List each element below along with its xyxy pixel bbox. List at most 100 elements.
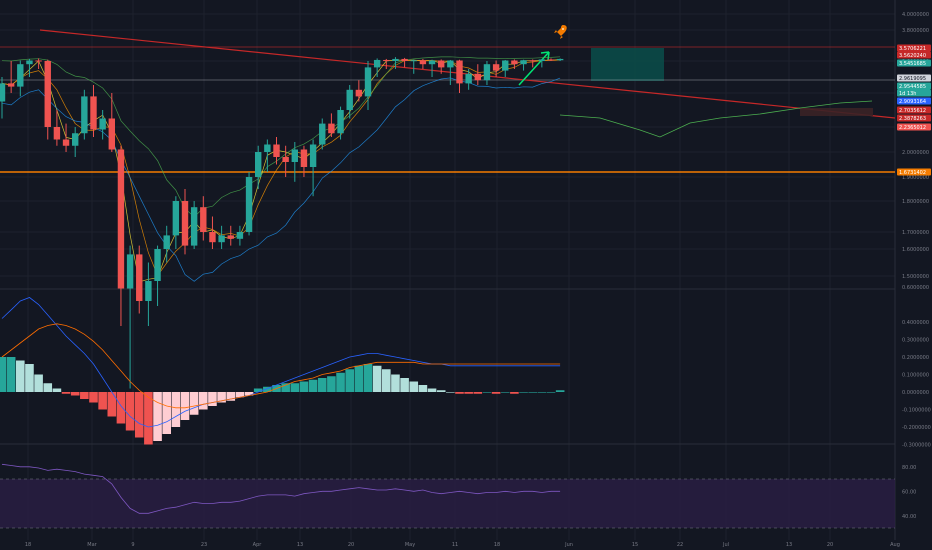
macd-histogram-bar: [153, 392, 162, 441]
candle-body: [392, 58, 399, 61]
macd-histogram-bar: [180, 392, 190, 420]
candle-body: [126, 254, 134, 289]
candle-body: [227, 235, 234, 239]
candle-body: [328, 123, 335, 134]
price-tag: [897, 51, 931, 59]
price-tag: [897, 123, 931, 131]
candle-body: [319, 123, 326, 145]
candle-body: [419, 60, 427, 65]
signal-line: [1, 323, 561, 409]
candle-body: [90, 96, 97, 130]
candle-body: [145, 281, 152, 301]
macd-histogram-bar: [116, 392, 126, 424]
candle-body: [81, 96, 88, 134]
time-tick-label: 22: [677, 542, 683, 548]
time-tick-label: 20: [827, 542, 833, 548]
price-tick-label: 4.0000000: [902, 12, 929, 18]
price-tag-label: 3.5706221: [899, 46, 926, 52]
time-tick-label: Mar: [87, 542, 97, 548]
macd-histogram-bar: [70, 392, 80, 396]
time-tick-label: 13: [297, 542, 303, 548]
time-tick-label: May: [405, 542, 415, 548]
macd-tick-label: 0.0000000: [902, 390, 929, 396]
candle-body: [181, 201, 189, 246]
price-tag: [897, 114, 931, 122]
candle-body: [291, 149, 298, 162]
time-tick-label: 15: [632, 542, 638, 548]
candle-body: [255, 152, 262, 177]
macd-histogram-bar: [125, 392, 135, 431]
price-tag-label: 2.7035612: [899, 108, 926, 114]
candle-body: [547, 59, 555, 61]
macd-tick-label: -0.3000000: [902, 443, 931, 449]
candle-body: [264, 144, 271, 152]
macd-histogram-bar: [336, 372, 345, 392]
price-tag-label: 2.3878263: [899, 116, 926, 122]
price-tick-label: 1.7000000: [902, 230, 929, 236]
breakout-arrow-head: [540, 51, 550, 61]
macd-histogram-bar: [537, 392, 547, 393]
ma-upper-band-line: [1, 56, 561, 218]
candle-body: [355, 89, 363, 97]
candle-body: [26, 60, 33, 65]
candle-body: [556, 58, 564, 61]
cloud-projection-line: [559, 100, 873, 138]
macd-histogram-bar: [16, 360, 25, 392]
macd-histogram-bar: [491, 392, 501, 394]
macd-histogram-bar: [52, 388, 62, 392]
price-tag-label: 1.6731402: [899, 170, 926, 176]
candle-body: [346, 89, 353, 110]
macd-histogram-bar: [25, 364, 34, 392]
candle-body: [172, 201, 180, 236]
candle-body: [163, 235, 170, 249]
time-tick-label: 18: [494, 542, 500, 548]
rsi-panel: [0, 463, 895, 529]
price-tag-label: 2.2365012: [899, 125, 926, 131]
candle-body: [520, 60, 527, 65]
macd-histogram-bar: [427, 388, 437, 392]
cloud-zone: [800, 108, 873, 116]
macd-histogram-bar: [89, 392, 98, 403]
macd-histogram-bar: [372, 365, 382, 392]
macd-histogram-bar: [473, 392, 483, 394]
macd-histogram-bar: [134, 392, 144, 438]
macd-tick-label: 0.6000000: [902, 285, 929, 291]
macd-histogram-bar: [546, 392, 556, 393]
macd-histogram-bar: [199, 392, 208, 410]
time-tick-label: 18: [25, 542, 31, 548]
macd-histogram-bar: [354, 365, 364, 392]
candle-body: [117, 149, 125, 289]
grid: [0, 0, 896, 540]
macd-histogram-bar: [80, 392, 89, 399]
price-tag-label: 2.9619095: [899, 76, 926, 82]
candle-body: [465, 73, 472, 84]
macd-histogram-bar: [281, 383, 290, 392]
candle-body: [428, 60, 436, 65]
time-tick-label: Jul: [722, 542, 729, 548]
macd-tick-label: -0.1000000: [902, 408, 931, 414]
candle-body: [447, 60, 454, 68]
candles: [0, 57, 564, 389]
macd-histogram-bar: [436, 390, 446, 392]
candle-body: [474, 73, 481, 81]
candle-body: [483, 64, 491, 81]
macd-panel: [0, 297, 565, 445]
price-tag: [897, 168, 931, 176]
macd-histogram-bar: [555, 390, 565, 392]
candle-body: [364, 67, 372, 97]
macd-histogram-bar: [244, 392, 254, 396]
candle-body: [0, 83, 6, 102]
macd-tick-label: 0.3000000: [902, 338, 929, 344]
macd-histogram-bar: [446, 392, 455, 393]
macd-histogram-bar: [400, 378, 409, 392]
rsi-tick-label: 80.00: [902, 465, 916, 471]
price-overlays: [0, 29, 896, 283]
macd-line: [1, 297, 561, 428]
candle-body: [218, 235, 225, 243]
macd-histogram-bar: [391, 374, 400, 392]
candle-body: [282, 157, 289, 162]
candle-body: [53, 127, 61, 140]
macd-histogram-bar: [418, 385, 428, 392]
macd-histogram-bar: [519, 392, 528, 393]
